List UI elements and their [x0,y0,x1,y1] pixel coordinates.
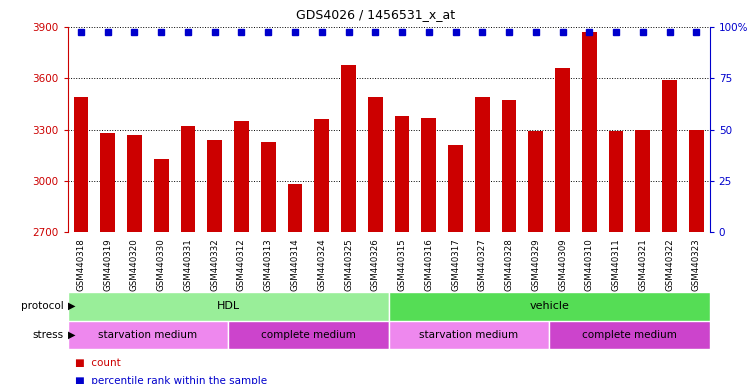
Bar [341,65,356,232]
Text: ■  percentile rank within the sample: ■ percentile rank within the sample [75,376,267,384]
Bar [207,140,222,232]
Text: ▶: ▶ [68,330,76,340]
Bar [228,321,389,349]
Bar [662,80,677,232]
Text: vehicle: vehicle [529,301,569,311]
Bar [549,321,710,349]
Bar [582,32,596,232]
Bar [475,97,490,232]
Bar [502,101,517,232]
Bar [395,116,409,232]
Bar [315,119,329,232]
Bar [288,184,303,232]
Text: protocol: protocol [21,301,64,311]
Bar [389,292,710,321]
Bar [635,129,650,232]
Text: ■  count: ■ count [75,358,121,368]
Bar [68,321,228,349]
Bar [101,133,115,232]
Text: complete medium: complete medium [582,330,677,340]
Bar [448,145,463,232]
Bar [368,97,382,232]
Bar [389,321,549,349]
Text: HDL: HDL [216,301,240,311]
Bar [154,159,168,232]
Text: starvation medium: starvation medium [98,330,198,340]
Bar [261,142,276,232]
Bar [609,131,623,232]
Text: stress: stress [33,330,64,340]
Bar [234,121,249,232]
Bar [181,126,195,232]
Text: starvation medium: starvation medium [419,330,518,340]
Text: GDS4026 / 1456531_x_at: GDS4026 / 1456531_x_at [296,8,455,21]
Bar [689,129,704,232]
Bar [127,135,142,232]
Text: complete medium: complete medium [261,330,356,340]
Bar [555,68,570,232]
Bar [74,97,89,232]
Bar [421,118,436,232]
Bar [529,131,543,232]
Bar [68,292,389,321]
Text: ▶: ▶ [68,301,76,311]
